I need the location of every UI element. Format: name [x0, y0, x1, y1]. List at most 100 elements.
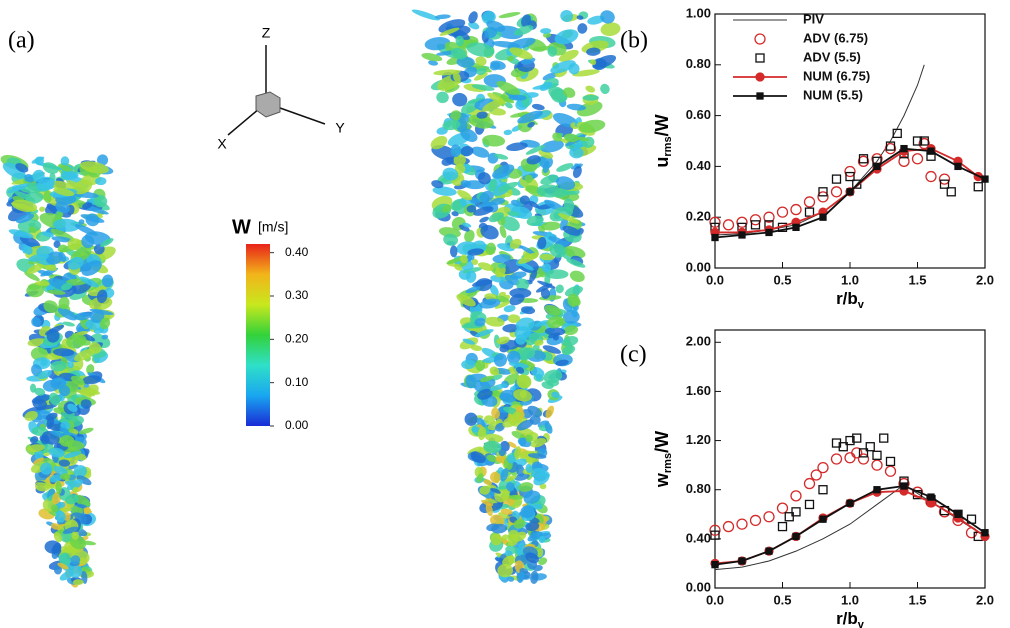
- vortex-blob: [39, 206, 46, 212]
- vortex-blob: [587, 15, 605, 25]
- legend-label: PIV: [803, 11, 824, 26]
- vortex-blob: [73, 465, 87, 478]
- vortex-blob: [547, 332, 561, 339]
- vortex-blob: [477, 172, 491, 185]
- vortex-blob: [411, 9, 440, 21]
- data-point: [765, 547, 773, 555]
- y-tick-label: 0.80: [686, 481, 711, 496]
- vortex-blob: [482, 134, 506, 147]
- colorbar: [246, 244, 270, 426]
- vortex-blob: [43, 190, 52, 204]
- vortex-blob: [517, 110, 543, 124]
- vortex-blob: [539, 81, 553, 91]
- y-tick-label: 1.60: [686, 383, 711, 398]
- vortex-blob: [485, 433, 504, 443]
- vortex-blob: [531, 103, 545, 111]
- data-point: [885, 141, 896, 151]
- vortex-blob: [489, 284, 499, 297]
- data-point: [858, 448, 869, 458]
- vortex-blob: [497, 563, 514, 578]
- vortex-blob: [561, 345, 576, 356]
- panel-label: (a): [8, 28, 35, 54]
- vortex-blob: [490, 533, 503, 546]
- y-axis-label: urms/W: [652, 114, 674, 167]
- vortex-blob: [27, 263, 44, 274]
- vortex-blob: [99, 317, 111, 330]
- vortex-blob: [522, 347, 536, 359]
- data-point: [954, 162, 962, 171]
- vortex-blob: [510, 112, 529, 118]
- vortex-blob: [490, 471, 501, 483]
- vortex-blob: [454, 163, 466, 174]
- vortex-blob: [100, 238, 114, 248]
- vortex-blob: [474, 72, 488, 81]
- vortex-blob: [26, 444, 45, 453]
- data-point: [817, 461, 829, 474]
- vortex-blob: [487, 92, 506, 105]
- vortex-blob: [541, 263, 552, 273]
- vortex-blob: [524, 174, 534, 183]
- vortex-blob: [600, 22, 621, 36]
- vortex-blob: [432, 186, 457, 196]
- vortex-blob: [513, 389, 532, 402]
- triad-label: Y: [335, 120, 345, 136]
- vortex-blob: [507, 314, 521, 323]
- vortex-blob: [528, 200, 540, 209]
- vortex-blob: [516, 542, 526, 556]
- vortex-blob: [471, 258, 479, 265]
- vortex-blob: [13, 190, 36, 202]
- vortex-blob: [451, 211, 459, 217]
- data-point: [865, 442, 875, 452]
- vortex-blob: [465, 270, 477, 283]
- vortex-blob: [540, 288, 550, 299]
- vortex-blob: [546, 316, 564, 329]
- vortex-blob: [542, 345, 562, 354]
- vortex-blob: [74, 348, 95, 362]
- vortex-blob: [479, 190, 494, 203]
- vortex-blob: [506, 142, 528, 152]
- data-point: [845, 171, 855, 182]
- vortex-blob: [60, 156, 70, 167]
- y-axis-label-part: /W: [652, 431, 672, 453]
- vortex-blob: [499, 344, 510, 353]
- vortex-blob: [492, 164, 515, 179]
- vortex-blob: [572, 69, 600, 77]
- vortex-blob: [480, 224, 499, 240]
- vortex-blob: [471, 84, 495, 91]
- x-tick-label: 0.0: [706, 272, 724, 287]
- vortex-blob: [66, 479, 83, 491]
- vortex-blob: [26, 284, 44, 298]
- data-point: [900, 144, 908, 153]
- vortex-blob: [81, 260, 102, 276]
- vortex-blob: [49, 392, 61, 406]
- vortex-blob: [44, 540, 62, 554]
- x-tick-label: 0.5: [773, 592, 791, 607]
- vortex-blob: [582, 94, 599, 101]
- vortex-blob: [569, 147, 584, 159]
- data-point: [763, 211, 775, 223]
- vortex-blob: [519, 195, 530, 205]
- legend-label: ADV (5.5): [803, 49, 861, 64]
- vortex-blob: [477, 202, 494, 209]
- vortex-blob: [465, 286, 481, 294]
- vortex-blob: [539, 271, 546, 278]
- data-point: [845, 435, 855, 446]
- vortex-blob: [40, 462, 53, 475]
- vortex-blob: [450, 47, 467, 60]
- vortex-blob: [95, 177, 107, 186]
- vortex-blob: [488, 179, 498, 192]
- vortex-blob: [50, 377, 66, 389]
- plot-frame: [714, 13, 986, 269]
- vortex-blob: [503, 129, 513, 136]
- vortex-blob: [78, 219, 85, 225]
- vortex-blob: [67, 360, 74, 369]
- vortex-blob: [480, 375, 495, 383]
- vortex-blob: [473, 206, 494, 216]
- vortex-blob: [58, 459, 71, 467]
- data-point: [792, 223, 800, 232]
- vortex-blob: [471, 146, 490, 158]
- vortex-blob: [80, 214, 105, 223]
- x-tick-label: 1.0: [841, 592, 859, 607]
- vortex-blob: [507, 441, 517, 448]
- legend-label: NUM (6.75): [803, 68, 870, 83]
